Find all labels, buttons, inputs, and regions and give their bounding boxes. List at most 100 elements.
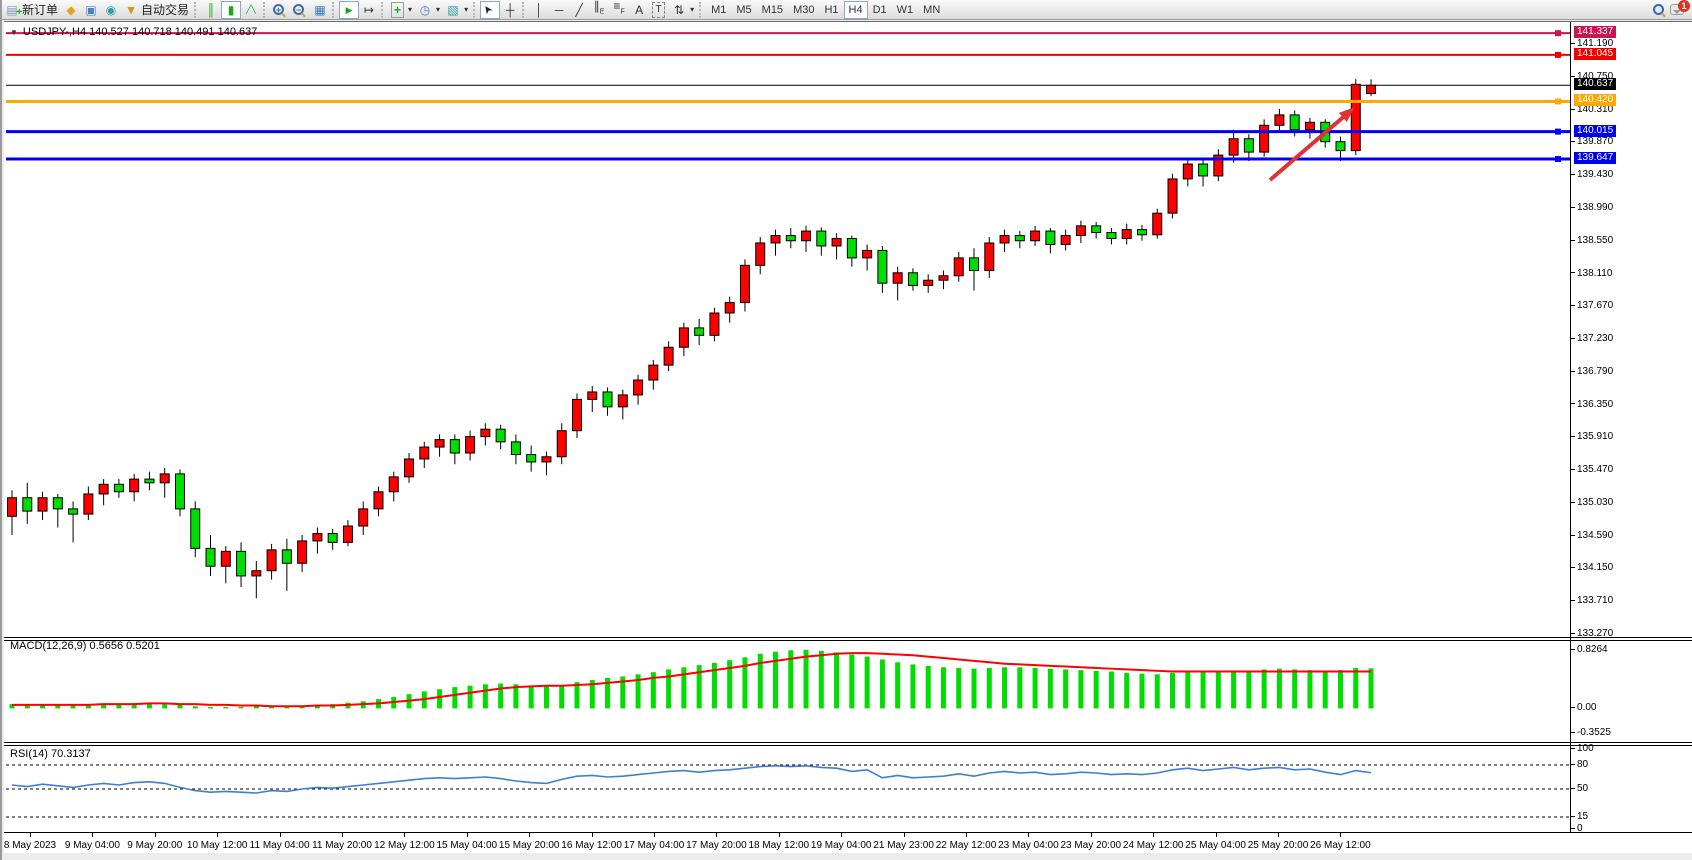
price-tick-label: 134.590 [1571, 530, 1613, 541]
rsi-axis[interactable]: 100 80 50 15 0 [1571, 743, 1692, 834]
signals-button[interactable]: ◉ [101, 1, 121, 19]
arrows-icon: ⇅ [674, 2, 685, 17]
macd-histogram-bar [834, 652, 840, 709]
zoom-out-icon: − [293, 4, 305, 15]
timeframe-w1[interactable]: W1 [892, 1, 919, 19]
text-icon: A [635, 2, 644, 17]
candle-body [739, 264, 750, 304]
candle-body [205, 547, 216, 567]
candle-body [1213, 154, 1224, 177]
chart-levels-icon: ◆ [66, 2, 76, 17]
macd-panel-canvas[interactable] [6, 646, 1570, 741]
cursor-button[interactable]: ➤ [480, 0, 501, 19]
chevron-down-icon[interactable]: ▾ [690, 5, 695, 14]
timeframe-m1[interactable]: M1 [706, 1, 731, 19]
line-handle[interactable] [1555, 98, 1561, 105]
timeframe-h4[interactable]: H4 [843, 0, 868, 19]
timeframe-mn[interactable]: MN [918, 1, 945, 19]
macd-histogram-bar [1215, 671, 1221, 709]
date-label: 25 May 20:00 [1247, 840, 1309, 851]
candle-body [709, 312, 720, 336]
search-icon[interactable] [1653, 4, 1664, 15]
text-label-button[interactable]: T [649, 1, 669, 19]
candle-body [602, 391, 613, 408]
macd-histogram-bar [1246, 670, 1252, 709]
macd-histogram-bar [116, 704, 122, 709]
macd-histogram-bar [773, 651, 778, 709]
symbol-dropdown-icon[interactable]: ▼ [10, 27, 18, 37]
horizontal-line-button[interactable]: ─ [549, 1, 569, 19]
candle-body [83, 493, 94, 515]
price-tick-label: 138.990 [1571, 202, 1613, 213]
chart-levels-button[interactable]: ◆ [61, 1, 81, 19]
auto-scroll-button[interactable]: ↦ [359, 1, 379, 19]
rsi-line [11, 764, 1372, 794]
main-chart-canvas[interactable] [6, 24, 1570, 637]
line-handle[interactable] [1555, 156, 1561, 163]
toolbar-separator [381, 1, 386, 18]
date-axis[interactable]: 8 May 2023 9 May 04:00 9 May 20:00 10 May 1… [3, 833, 1570, 855]
new-order-button[interactable]: ▤ + 新订单 [2, 1, 61, 19]
timeframe-m5[interactable]: M5 [731, 1, 756, 19]
line-handle[interactable] [1555, 128, 1561, 135]
timeframe-m30[interactable]: M30 [788, 1, 819, 19]
chevron-down-icon[interactable]: ▾ [464, 5, 469, 14]
candle-body [419, 446, 430, 460]
publisher-button[interactable]: ▣ [81, 1, 101, 19]
candle-body [1350, 83, 1361, 152]
bar-chart-button[interactable]: ║ [201, 1, 221, 19]
line-handle[interactable] [1555, 51, 1561, 58]
candle-body [1198, 163, 1209, 177]
macd-histogram-bar [696, 665, 702, 709]
timeframe-d1[interactable]: D1 [868, 1, 892, 19]
vertical-line-button[interactable]: │ [529, 1, 549, 19]
date-label: 8 May 2023 [3, 840, 57, 851]
line-handle[interactable] [1555, 30, 1561, 37]
chevron-down-icon[interactable]: ▾ [436, 5, 441, 14]
macd-histogram-bar [1337, 670, 1343, 709]
chevron-down-icon[interactable]: ▾ [408, 5, 413, 14]
timeframe-h1[interactable]: H1 [819, 1, 843, 19]
candle-body [969, 257, 980, 272]
date-tick [342, 833, 343, 837]
macd-histogram-bar [101, 704, 107, 709]
fibonacci-button[interactable]: ≡F [609, 0, 629, 19]
main-macd-separator[interactable] [4, 637, 1692, 638]
trendline-icon: ╱ [575, 2, 583, 17]
chart-shift-button[interactable]: ▶ [339, 0, 360, 19]
periods-button[interactable]: ◷ ▾ [415, 1, 443, 19]
trendline-button[interactable]: ╱ [569, 1, 589, 19]
line-chart-button[interactable]: ╱╲ [241, 1, 261, 19]
text-button[interactable]: A [629, 1, 649, 19]
arrows-button[interactable]: ⇅ ▾ [669, 1, 697, 19]
macd-histogram-bar [1292, 669, 1298, 709]
crosshair-button[interactable]: ┼ [500, 1, 520, 19]
macd-histogram-bar [1276, 668, 1282, 709]
candle-body [1060, 235, 1071, 245]
candlestick-chart-button[interactable]: ▮ [221, 0, 242, 19]
candle-body [236, 550, 247, 577]
tile-windows-button[interactable]: ▦ [310, 1, 330, 19]
candle-body [190, 508, 201, 549]
price-axis[interactable]: 141.190 140.750 140.310 139.870 139.430 138.9… [1571, 24, 1692, 639]
templates-button[interactable]: ▧ ▾ [443, 1, 471, 19]
new-order-icon: ▤ + [6, 2, 22, 18]
zoom-in-button[interactable]: + [270, 1, 290, 19]
date-tick [1278, 833, 1279, 837]
indicators-button[interactable]: + ▾ [388, 1, 415, 19]
timeframe-m15[interactable]: M15 [757, 1, 788, 19]
date-label: 9 May 04:00 [64, 840, 120, 851]
macd-axis[interactable]: 0.8264 0.00 -0.3525 [1571, 644, 1692, 741]
arrow-annotation[interactable] [1268, 114, 1346, 182]
macd-histogram-bar [482, 684, 488, 709]
candle-body [98, 483, 109, 495]
rsi-panel-canvas[interactable] [6, 746, 1570, 832]
candle-body [358, 508, 369, 527]
chat-icon[interactable]: 1 [1670, 0, 1690, 15]
toolbar-separator [332, 1, 337, 18]
date-label: 9 May 20:00 [127, 840, 183, 851]
macd-rsi-separator[interactable] [4, 742, 1692, 743]
auto-trading-button[interactable]: ▼ 自动交易 [121, 1, 192, 19]
equidistant-channel-button[interactable]: ∥E [589, 0, 609, 19]
zoom-out-button[interactable]: − [290, 1, 310, 19]
